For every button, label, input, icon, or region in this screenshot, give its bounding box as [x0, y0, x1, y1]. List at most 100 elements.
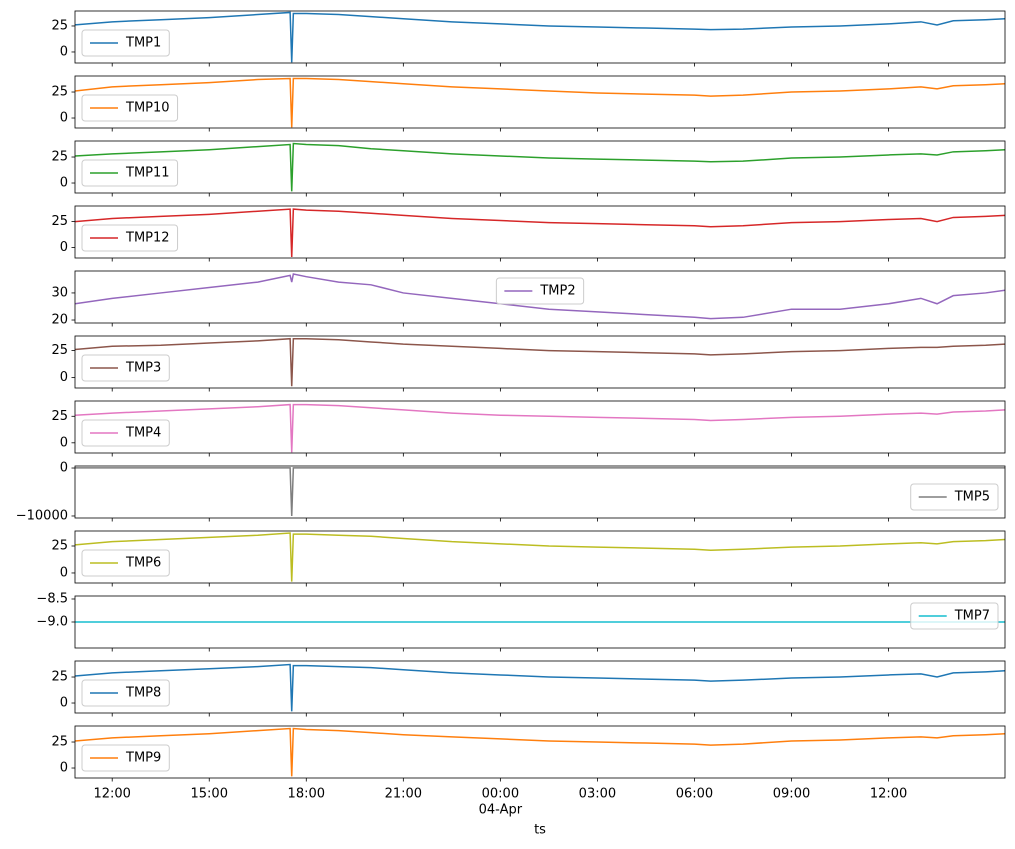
data-line — [75, 532, 1005, 582]
y-tick-label: 0 — [60, 370, 68, 385]
y-tick-label: 0 — [60, 111, 68, 126]
y-tick-label: 20 — [51, 313, 68, 328]
axes-frame — [74, 335, 1006, 389]
y-tick-label: 25 — [51, 18, 68, 33]
y-tick-label: 0 — [60, 461, 68, 476]
legend-label: TMP2 — [539, 284, 575, 299]
x-tick-label: 18:00 — [288, 787, 325, 802]
legend-box — [910, 483, 999, 511]
x-tick-label: 09:00 — [773, 787, 810, 802]
data-line — [75, 663, 1005, 712]
y-tick-label: 0 — [60, 761, 68, 776]
legend-box — [81, 159, 179, 187]
data-line — [75, 208, 1005, 257]
y-tick-label: −8.5 — [36, 591, 68, 606]
y-tick-label: 0 — [60, 44, 68, 59]
y-tick-label: 0 — [60, 240, 68, 255]
legend-label: TMP11 — [125, 166, 170, 181]
legend-box — [81, 549, 170, 577]
axes-frame — [74, 10, 1006, 64]
y-tick-label: 25 — [51, 343, 68, 358]
legend-label: TMP4 — [125, 426, 161, 441]
y-tick-label: 0 — [60, 565, 68, 580]
legend-label: TMP5 — [954, 490, 990, 505]
x-tick-label: 21:00 — [385, 787, 422, 802]
axes-frame — [74, 725, 1006, 779]
y-tick-label: 25 — [51, 409, 68, 424]
plot-area — [75, 142, 1005, 192]
legend: TMP11 — [81, 159, 179, 187]
y-tick-label: 25 — [51, 214, 68, 229]
x-axis-label: ts — [534, 823, 546, 838]
x-tick-label: 00:00 — [482, 787, 519, 802]
legend-label: TMP10 — [125, 101, 170, 116]
y-tick-label: 25 — [51, 538, 68, 553]
plot-area — [75, 663, 1005, 712]
legend: TMP8 — [81, 679, 170, 707]
y-tick-label: 25 — [51, 85, 68, 100]
data-line — [75, 142, 1005, 192]
data-line — [75, 403, 1005, 453]
legend-label: TMP12 — [125, 231, 170, 246]
legend: TMP5 — [910, 483, 999, 511]
legend-label: TMP6 — [125, 556, 161, 571]
plot-area — [75, 727, 1005, 777]
y-tick-label: 25 — [51, 735, 68, 750]
y-tick-label: 0 — [60, 435, 68, 450]
y-tick-label: −9.0 — [36, 615, 68, 630]
legend: TMP3 — [81, 354, 170, 382]
x-date-label: 04-Apr — [479, 803, 523, 818]
x-tick-label: 15:00 — [191, 787, 228, 802]
y-tick-label: −10000 — [16, 508, 68, 523]
data-line — [75, 273, 1005, 320]
axes-frame — [74, 75, 1006, 129]
y-tick-label: 25 — [51, 670, 68, 685]
legend-label: TMP8 — [125, 686, 161, 701]
axes-frame — [74, 465, 1006, 519]
legend-label: TMP1 — [125, 36, 161, 51]
legend: TMP2 — [495, 277, 585, 305]
axes-frame — [74, 205, 1006, 259]
plot-area — [75, 532, 1005, 582]
legend-box — [81, 224, 179, 252]
legend-box — [81, 29, 170, 57]
axes-frame — [74, 530, 1006, 584]
axes-frame — [74, 660, 1006, 714]
x-tick-label: 12:00 — [870, 787, 907, 802]
legend-box — [495, 277, 585, 305]
legend: TMP12 — [81, 224, 179, 252]
plot-area — [75, 11, 1005, 63]
y-tick-label: 0 — [60, 176, 68, 191]
legend-box — [81, 744, 170, 772]
data-line — [75, 11, 1005, 63]
legend: TMP6 — [81, 549, 170, 577]
y-tick-label: 30 — [51, 285, 68, 300]
legend-box — [81, 679, 170, 707]
legend-box — [910, 602, 999, 630]
plot-area — [75, 337, 1005, 387]
axes-frame — [74, 270, 1006, 324]
legend: TMP1 — [81, 29, 170, 57]
data-line — [75, 77, 1005, 128]
plot-area — [75, 208, 1005, 257]
legend-box — [81, 94, 179, 122]
data-line — [75, 727, 1005, 777]
legend-box — [81, 354, 170, 382]
data-line — [75, 337, 1005, 387]
legend: TMP4 — [81, 419, 170, 447]
plot-area — [75, 403, 1005, 453]
axes-frame — [74, 140, 1006, 194]
legend-label: TMP7 — [954, 609, 990, 624]
legend-label: TMP9 — [125, 751, 161, 766]
x-tick-label: 03:00 — [579, 787, 616, 802]
legend: TMP7 — [910, 602, 999, 630]
axes-frame — [74, 400, 1006, 454]
x-tick-label: 06:00 — [676, 787, 713, 802]
y-tick-label: 25 — [51, 150, 68, 165]
legend: TMP10 — [81, 94, 179, 122]
legend-label: TMP3 — [125, 361, 161, 376]
y-tick-label: 0 — [60, 696, 68, 711]
legend-box — [81, 419, 170, 447]
data-line — [75, 467, 1005, 517]
